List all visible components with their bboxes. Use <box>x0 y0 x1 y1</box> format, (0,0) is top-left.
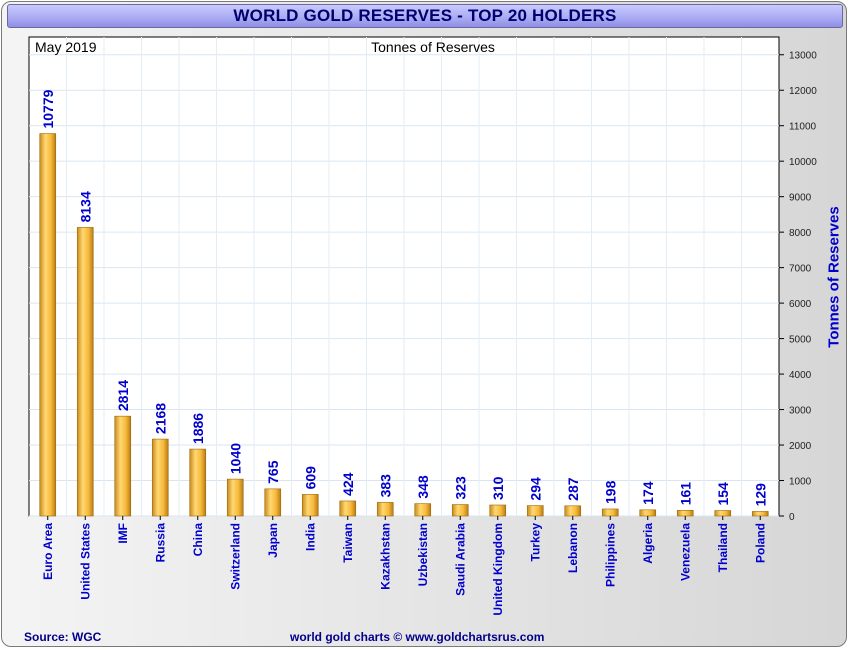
bar <box>301 494 319 517</box>
y-axis: 0 1000 2000 3000 4000 5000 6000 7000 8000 9000 100… <box>47 51 817 523</box>
category-label: Lebanon <box>566 523 580 573</box>
bar <box>526 505 544 517</box>
y-axis-title: Tonnes of Reserves <box>825 206 843 348</box>
value-label: 294 <box>527 477 543 501</box>
value-label: 2168 <box>152 403 168 434</box>
bar <box>714 510 732 517</box>
value-label: 129 <box>752 483 768 507</box>
labels: 10779 Euro Area 8134 United States 2814 IMF 21… <box>40 89 769 615</box>
category-label: Philippines <box>603 523 617 587</box>
category-label: Euro Area <box>41 523 55 580</box>
credit-note: world gold charts © www.goldchartsrus.co… <box>290 630 545 644</box>
value-label: 154 <box>715 482 731 506</box>
grid-lines <box>29 37 779 517</box>
y-tick-label: 1000 <box>789 477 812 488</box>
y-tick-label: 4000 <box>789 370 812 381</box>
category-label: Switzerland <box>228 523 242 590</box>
bar <box>114 415 132 517</box>
value-label: 609 <box>302 466 318 490</box>
value-label: 765 <box>265 460 281 484</box>
bar <box>376 502 394 517</box>
category-label: United Kingdom <box>491 523 505 616</box>
value-label: 10779 <box>40 89 56 128</box>
value-label: 198 <box>602 480 618 504</box>
bar <box>264 488 282 517</box>
bar <box>76 227 94 517</box>
value-label: 310 <box>490 476 506 500</box>
y-tick-label: 12000 <box>789 86 817 97</box>
category-label: Taiwan <box>341 523 355 563</box>
bar <box>226 478 244 517</box>
category-label: IMF <box>116 523 130 544</box>
bar <box>601 508 619 517</box>
y-tick-label: 3000 <box>789 406 812 417</box>
value-label: 2814 <box>115 380 131 411</box>
category-label: Russia <box>153 523 167 563</box>
bar <box>564 505 582 517</box>
value-label: 8134 <box>77 191 93 222</box>
y-tick-label: 0 <box>789 512 795 523</box>
bar <box>39 133 57 517</box>
value-label: 424 <box>340 472 356 496</box>
category-label: India <box>303 523 317 551</box>
category-label: Uzbekistan <box>416 523 430 586</box>
y-tick-label: 11000 <box>789 122 817 133</box>
category-label: Saudi Arabia <box>453 523 467 596</box>
bar <box>339 500 357 517</box>
value-label: 348 <box>415 475 431 499</box>
y-tick-label: 6000 <box>789 299 812 310</box>
source-note: Source: WGC <box>24 630 102 644</box>
value-label: 323 <box>452 476 468 500</box>
category-label: Japan <box>266 523 280 558</box>
y-tick-label: 8000 <box>789 228 812 239</box>
bar <box>751 511 769 517</box>
category-label: China <box>191 523 205 557</box>
value-label: 1040 <box>227 443 243 474</box>
bar <box>189 448 207 517</box>
category-label: Thailand <box>716 523 730 572</box>
value-label: 287 <box>565 477 581 501</box>
chart-title: WORLD GOLD RESERVES - TOP 20 HOLDERS <box>233 6 617 25</box>
category-label: Kazakhstan <box>378 523 392 590</box>
bar <box>414 503 432 517</box>
y-tick-label: 2000 <box>789 441 812 452</box>
bar <box>639 509 657 517</box>
date-label: May 2019 <box>35 39 97 55</box>
y-tick-label: 5000 <box>789 335 812 346</box>
value-label: 161 <box>677 482 693 506</box>
y-tick-label: 13000 <box>789 51 817 62</box>
plot-subtitle: Tonnes of Reserves <box>371 39 495 55</box>
title-bar: WORLD GOLD RESERVES - TOP 20 HOLDERS <box>7 4 843 28</box>
category-label: United States <box>78 523 92 600</box>
value-label: 1886 <box>190 413 206 444</box>
value-label: 383 <box>377 474 393 498</box>
category-label: Turkey <box>528 523 542 562</box>
category-label: Algeria <box>641 523 655 564</box>
bar <box>151 438 169 517</box>
category-label: Venezuela <box>678 523 692 581</box>
category-label: Poland <box>753 523 767 563</box>
y-tick-label: 10000 <box>789 157 817 168</box>
bar <box>489 504 507 517</box>
value-label: 174 <box>640 481 656 505</box>
bar <box>676 509 694 517</box>
y-tick-label: 9000 <box>789 193 812 204</box>
bar <box>451 504 469 517</box>
y-tick-label: 7000 <box>789 264 812 275</box>
